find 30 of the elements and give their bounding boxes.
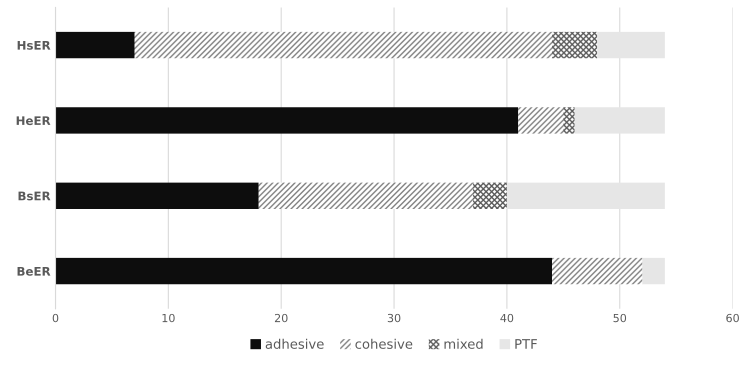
x-tick-label: 30 [388, 314, 400, 322]
bar [56, 32, 134, 58]
bar [134, 32, 552, 58]
bar [642, 258, 665, 284]
y-tick-label: BsER [18, 192, 50, 200]
bar [552, 258, 642, 284]
legend-label: mixed [444, 338, 483, 349]
bar [552, 32, 598, 58]
bar [563, 107, 575, 134]
bar [518, 107, 564, 134]
bar [473, 182, 507, 209]
bar [56, 182, 259, 209]
x-tick-label: 50 [614, 314, 626, 322]
legend-label: PTF [515, 339, 537, 349]
legend-label: cohesive [355, 338, 412, 349]
bar [56, 258, 552, 284]
x-tick-label: 40 [500, 314, 514, 322]
bar [56, 107, 518, 134]
legend-label: adhesive [266, 338, 324, 349]
bar [506, 182, 665, 209]
y-tick-label: BeER [18, 266, 50, 276]
x-tick-label: 20 [274, 314, 288, 322]
x-tick-label: 10 [162, 314, 175, 322]
y-tick-label: HsER [18, 40, 50, 50]
bar [574, 107, 665, 134]
x-tick-label: 0 [52, 314, 58, 322]
bar [258, 182, 474, 209]
y-tick-label: HeER [16, 116, 50, 126]
bar [597, 32, 665, 58]
x-tick-label: 60 [726, 314, 739, 322]
